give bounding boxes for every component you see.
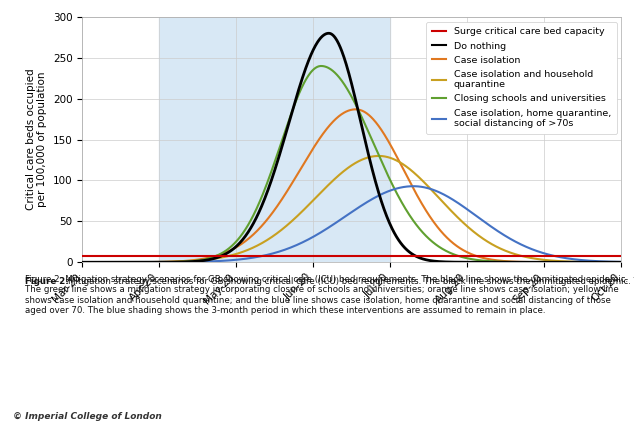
Text: Figure 2:: Figure 2: — [25, 277, 72, 286]
Text: © Imperial College of London: © Imperial College of London — [13, 412, 162, 421]
Y-axis label: Critical care beds occupied
per 100,000 of population: Critical care beds occupied per 100,000 … — [26, 69, 48, 210]
Legend: Surge critical care bed capacity, Do nothing, Case isolation, Case isolation and: Surge critical care bed capacity, Do not… — [426, 22, 617, 134]
Text: Figure 2: Mitigation strategy scenarios for GB showing critical care (ICU) bed r: Figure 2: Mitigation strategy scenarios … — [25, 275, 628, 315]
Text: Mitigation strategy scenarios for GB showing critical care (ICU) bed requirement: Mitigation strategy scenarios for GB sho… — [68, 277, 634, 286]
Bar — [159, 17, 391, 262]
